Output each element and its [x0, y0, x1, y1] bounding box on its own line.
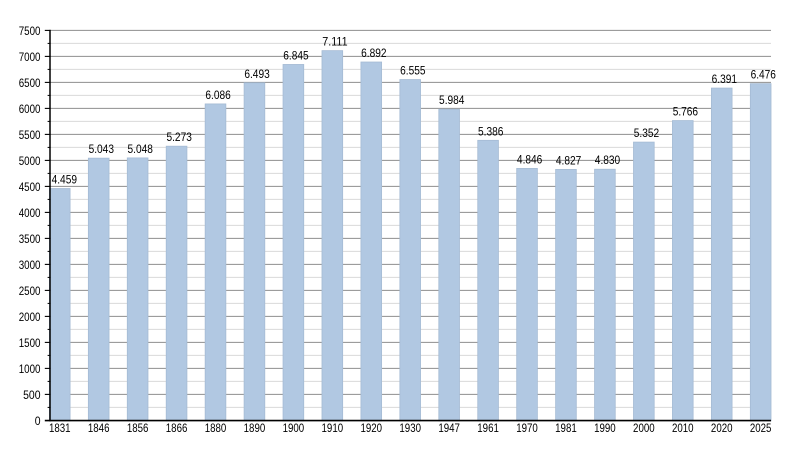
svg-text:4.459: 4.459 [52, 173, 77, 187]
svg-text:5000: 5000 [19, 154, 41, 168]
svg-text:500: 500 [23, 388, 41, 402]
svg-text:1981: 1981 [555, 421, 577, 435]
svg-text:1856: 1856 [127, 421, 149, 435]
svg-text:4.846: 4.846 [517, 152, 543, 166]
svg-text:4000: 4000 [19, 206, 41, 220]
svg-text:4.827: 4.827 [556, 153, 581, 167]
svg-text:1947: 1947 [438, 421, 460, 435]
svg-text:5.352: 5.352 [634, 126, 659, 140]
svg-text:5500: 5500 [19, 128, 41, 142]
svg-text:5.386: 5.386 [478, 124, 504, 138]
svg-text:2025: 2025 [750, 421, 772, 435]
svg-text:6.845: 6.845 [283, 48, 309, 62]
svg-text:1910: 1910 [322, 421, 344, 435]
svg-text:1831: 1831 [49, 421, 71, 435]
svg-text:3000: 3000 [19, 258, 41, 272]
svg-text:2500: 2500 [19, 284, 41, 298]
svg-text:1900: 1900 [283, 421, 305, 435]
svg-text:1930: 1930 [399, 421, 421, 435]
svg-text:2020: 2020 [711, 421, 733, 435]
svg-text:2010: 2010 [672, 421, 694, 435]
svg-text:1990: 1990 [594, 421, 616, 435]
svg-text:6.086: 6.086 [205, 88, 231, 102]
svg-text:1866: 1866 [166, 421, 188, 435]
svg-text:3500: 3500 [19, 232, 41, 246]
svg-text:5.984: 5.984 [439, 93, 465, 107]
svg-text:7.111: 7.111 [322, 35, 347, 49]
svg-text:1961: 1961 [477, 421, 499, 435]
svg-text:7500: 7500 [19, 24, 41, 38]
svg-text:6000: 6000 [19, 102, 41, 116]
svg-text:1846: 1846 [88, 421, 110, 435]
svg-text:1500: 1500 [19, 336, 41, 350]
svg-text:2000: 2000 [19, 310, 41, 324]
svg-text:6.555: 6.555 [400, 64, 426, 78]
svg-text:2000: 2000 [633, 421, 655, 435]
svg-text:1970: 1970 [516, 421, 538, 435]
svg-text:1890: 1890 [244, 421, 266, 435]
svg-text:4.830: 4.830 [595, 153, 621, 167]
svg-text:6.892: 6.892 [361, 46, 386, 60]
svg-text:6.391: 6.391 [712, 72, 737, 86]
svg-text:4500: 4500 [19, 180, 41, 194]
svg-text:1920: 1920 [360, 421, 382, 435]
svg-text:1000: 1000 [19, 362, 41, 376]
svg-text:6.493: 6.493 [244, 67, 270, 81]
svg-text:6.476: 6.476 [751, 68, 777, 82]
svg-text:1880: 1880 [205, 421, 227, 435]
svg-text:5.766: 5.766 [673, 105, 699, 119]
svg-text:5.048: 5.048 [128, 142, 154, 156]
svg-text:5.273: 5.273 [166, 130, 192, 144]
svg-text:5.043: 5.043 [89, 142, 115, 156]
svg-text:6500: 6500 [19, 76, 41, 90]
svg-text:0: 0 [35, 414, 41, 428]
svg-text:7000: 7000 [19, 50, 41, 64]
